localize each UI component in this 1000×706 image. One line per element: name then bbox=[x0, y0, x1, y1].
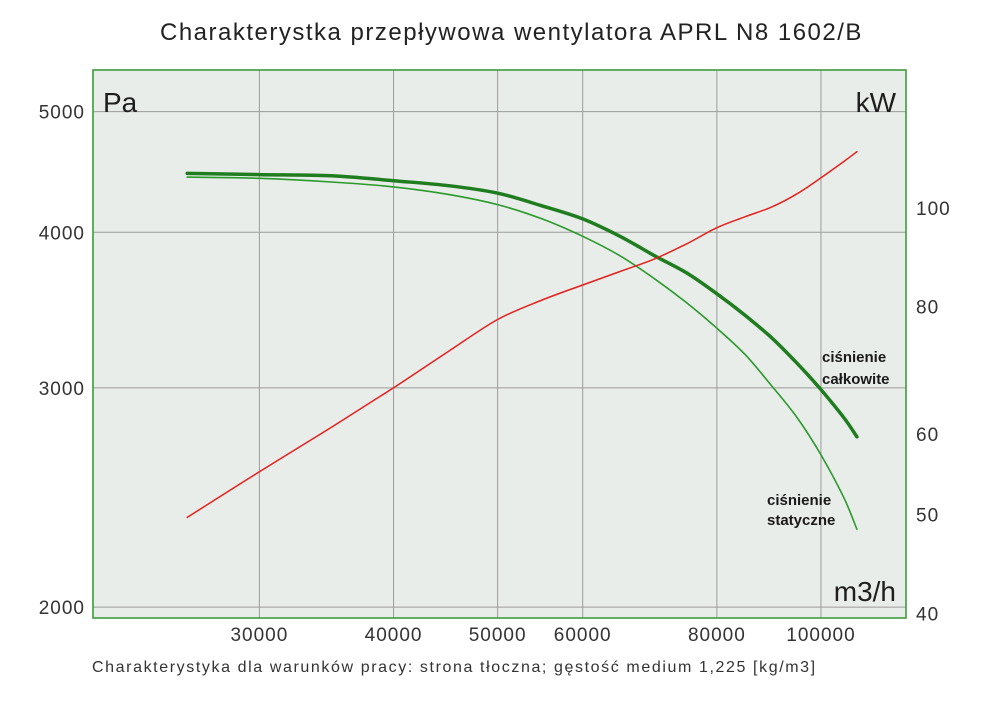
chart-title: Charakterystka przepływowa wentylatora A… bbox=[160, 19, 863, 46]
y2-tick-label: 80 bbox=[916, 298, 939, 319]
static-pressure-label: ciśnienie statyczne bbox=[767, 492, 836, 529]
plot-frame bbox=[92, 69, 907, 619]
x-tick-label: 100000 bbox=[786, 625, 855, 646]
y2-tick-label: 40 bbox=[916, 605, 939, 626]
total-pressure-label: ciśnienie całkowite bbox=[822, 349, 890, 388]
y2-axis-unit-label: kW bbox=[856, 87, 897, 118]
x-tick-label: 50000 bbox=[469, 625, 527, 646]
y-axis-unit-label: Pa bbox=[103, 87, 138, 118]
gridlines bbox=[93, 70, 906, 618]
tick-labels: 30000 40000 50000 60000 80000 100000 2000 3000 4… bbox=[39, 103, 951, 646]
x-tick-label: 30000 bbox=[230, 625, 288, 646]
y-tick-label: 4000 bbox=[39, 223, 85, 244]
x-tick-label: 80000 bbox=[688, 625, 746, 646]
x-axis-unit-label: m3/h bbox=[834, 576, 896, 607]
curves bbox=[185, 150, 859, 530]
y2-tick-label: 100 bbox=[916, 199, 951, 220]
power-curve bbox=[186, 150, 858, 519]
y-tick-label: 2000 bbox=[39, 598, 85, 619]
static-pressure-curve bbox=[186, 176, 858, 530]
y-tick-label: 5000 bbox=[39, 103, 85, 124]
x-tick-label: 60000 bbox=[554, 625, 612, 646]
y-tick-label: 3000 bbox=[39, 379, 85, 400]
y2-tick-label: 60 bbox=[916, 425, 939, 446]
operating-conditions-note: Charakterystyka dla warunków pracy: stro… bbox=[92, 659, 817, 676]
plot-area bbox=[93, 70, 906, 618]
total-pressure-curve bbox=[185, 171, 859, 439]
y2-tick-label: 50 bbox=[916, 506, 939, 527]
x-tick-label: 40000 bbox=[365, 625, 423, 646]
